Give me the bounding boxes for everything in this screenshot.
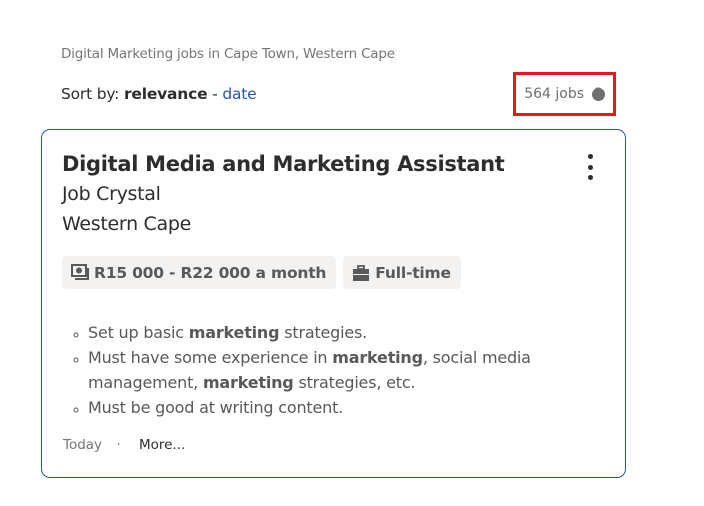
snippet-text: Must be good at writing content.: [88, 398, 344, 417]
job-tags: R15 000 - R22 000 a month Full-time: [62, 256, 461, 289]
snippet-item: Must be good at writing content.: [88, 395, 568, 420]
snippet-text: Must have some experience in: [88, 348, 333, 367]
briefcase-icon: [353, 264, 370, 281]
highlight-keyword: marketing: [202, 373, 294, 392]
breadcrumb: Digital Marketing jobs in Cape Town, Wes…: [61, 46, 395, 62]
sort-by: Sort by: relevance - date: [61, 85, 257, 103]
company-name: Job Crystal: [62, 183, 161, 205]
job-title[interactable]: Digital Media and Marketing Assistant: [62, 152, 505, 176]
job-count-text: 564 jobs: [524, 86, 584, 102]
job-card[interactable]: Digital Media and Marketing Assistant Jo…: [41, 129, 626, 478]
more-link[interactable]: More...: [138, 437, 186, 453]
salary-tag: R15 000 - R22 000 a month: [62, 256, 337, 289]
sort-date-link[interactable]: date: [222, 85, 257, 103]
separator-dot: ·: [116, 437, 121, 453]
highlight-keyword: marketing: [332, 348, 423, 367]
sort-label: Sort by:: [61, 85, 120, 103]
job-snippet: Set up basic marketing strategies.Must h…: [62, 320, 568, 420]
snippet-text: strategies, etc.: [293, 373, 416, 392]
question-circle-icon[interactable]: ?: [592, 86, 605, 102]
job-type-tag: Full-time: [343, 256, 461, 289]
posted-date: Today: [63, 437, 103, 453]
snippet-text: strategies.: [279, 323, 368, 342]
highlight-keyword: marketing: [188, 323, 280, 342]
snippet-text: , social media management,: [88, 348, 531, 392]
snippet-item: Must have some experience in marketing, …: [88, 345, 568, 395]
snippet-item: Set up basic marketing strategies.: [88, 320, 568, 345]
salary-text: R15 000 - R22 000 a month: [94, 263, 327, 282]
job-type-text: Full-time: [375, 263, 451, 282]
sort-relevance: relevance: [123, 85, 208, 103]
more-vertical-icon[interactable]: [580, 154, 600, 180]
job-count: 564 jobs ?: [513, 72, 616, 116]
job-footer: Today · More...: [63, 437, 185, 453]
money-icon: [71, 264, 89, 280]
snippet-text: Set up basic: [88, 323, 189, 342]
job-location: Western Cape: [62, 213, 192, 235]
sort-separator: -: [212, 85, 218, 103]
